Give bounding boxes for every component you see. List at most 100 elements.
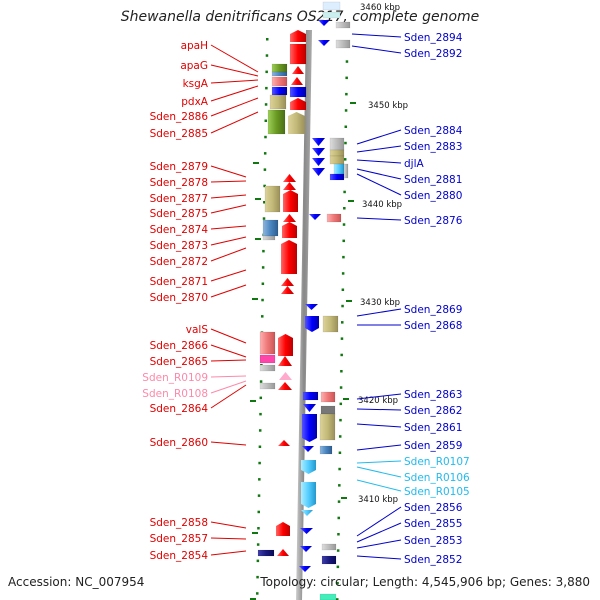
- gene-label-right: Sden_2861: [404, 422, 462, 434]
- scale-tick: [263, 184, 266, 188]
- scale-tick: [339, 418, 342, 422]
- gene-block: [282, 222, 297, 238]
- scale-tick: [342, 239, 345, 243]
- scale-tick: [340, 337, 344, 340]
- gene-label-left: apaH: [181, 40, 208, 52]
- gene-label-left: Sden_2865: [150, 356, 208, 368]
- leader-line: [210, 79, 259, 84]
- gene-block: [271, 63, 288, 73]
- gene-block: [343, 163, 349, 179]
- gene-label-left: Sden_2858: [150, 517, 208, 529]
- gene-block: [271, 71, 288, 77]
- leader-line: [356, 129, 402, 145]
- scale-tick: [258, 461, 261, 465]
- scale-tick: [337, 500, 341, 503]
- scale-label: 3440 kbp: [362, 200, 402, 210]
- scale-tick: [343, 398, 349, 400]
- gene-block: [319, 445, 333, 455]
- scale-tick: [265, 70, 268, 74]
- leader-line: [356, 539, 402, 549]
- gene-block: [318, 20, 330, 26]
- scale-tick: [264, 135, 267, 139]
- gene-block: [329, 173, 345, 181]
- scale-tick: [336, 565, 340, 569]
- gene-block: [299, 566, 311, 572]
- scale-tick: [264, 119, 268, 122]
- scale-tick: [336, 598, 339, 600]
- gene-block: [262, 219, 279, 237]
- scale-label: 3430 kbp: [360, 298, 400, 308]
- gene-block: [264, 185, 281, 213]
- gene-block: [309, 214, 321, 220]
- gene-label-right: Sden_R0107: [404, 456, 470, 468]
- leader-line: [210, 550, 247, 556]
- gene-block: [302, 414, 317, 442]
- leader-line: [356, 555, 402, 560]
- scale-tick: [345, 60, 349, 63]
- scale-tick: [344, 125, 348, 128]
- scale-tick: [339, 386, 343, 389]
- scale-tick: [341, 321, 344, 324]
- leader-line: [356, 168, 402, 180]
- gene-label-left: Sden_2885: [150, 128, 208, 140]
- gene-label-left: valS: [186, 324, 209, 336]
- scale-tick: [265, 54, 269, 57]
- scale-tick: [341, 304, 344, 308]
- gene-block: [283, 182, 296, 190]
- gene-label-right: Sden_2876: [404, 215, 463, 227]
- gene-label-left: Sden_2886: [150, 111, 209, 123]
- gene-label-right: Sden_2853: [404, 535, 462, 547]
- gene-block: [262, 235, 276, 241]
- scale-tick: [259, 380, 263, 383]
- gene-label-left: Sden_2874: [150, 224, 209, 236]
- gene-label-left: Sden_2854: [150, 550, 209, 562]
- leader-line: [210, 225, 247, 230]
- gene-block: [259, 331, 276, 355]
- leader-line: [210, 441, 247, 446]
- gene-block: [318, 40, 330, 46]
- leader-line: [356, 393, 402, 400]
- scale-tick: [342, 255, 345, 259]
- page-title: Shewanella denitrificans OS217, complete…: [120, 9, 480, 25]
- gene-block: [319, 593, 337, 600]
- leader-line: [356, 308, 402, 317]
- scale-tick: [262, 249, 265, 253]
- scale-tick: [258, 478, 261, 481]
- gene-label-left: Sden_R0109: [142, 372, 208, 384]
- scale-tick: [345, 76, 348, 80]
- scale-tick: [265, 86, 268, 90]
- scale-tick: [341, 288, 345, 291]
- scale-tick: [261, 282, 265, 285]
- leader-line: [356, 408, 402, 411]
- scale-tick: [258, 429, 262, 432]
- leader-line: [356, 444, 402, 451]
- gene-label-right: Sden_R0106: [404, 472, 470, 484]
- gene-block: [312, 168, 325, 176]
- leader-line: [210, 194, 247, 199]
- leader-line: [210, 344, 247, 358]
- gene-label-right: Sden_2868: [404, 320, 462, 332]
- gene-block: [312, 148, 325, 156]
- leader-line: [356, 173, 402, 196]
- leader-line: [210, 384, 247, 409]
- topology-label: Topology: circular; Length: 4,545,906 bp…: [260, 575, 590, 589]
- scale-tick: [255, 238, 261, 240]
- leader-line: [356, 506, 402, 537]
- gene-block: [329, 137, 345, 151]
- leader-line: [351, 33, 402, 38]
- leader-line: [210, 165, 247, 178]
- gene-label-left: pdxA: [181, 96, 209, 108]
- accession-label: Accession: NC_007954: [8, 575, 145, 589]
- gene-block: [277, 549, 289, 556]
- gene-block: [302, 391, 319, 401]
- leader-line: [210, 359, 247, 362]
- leader-line: [210, 204, 247, 214]
- gene-label-left: ksgA: [183, 78, 209, 90]
- gene-block: [312, 138, 325, 146]
- gene-block: [259, 382, 276, 390]
- gene-block: [276, 522, 290, 536]
- gene-block: [301, 510, 313, 516]
- scale-tick: [252, 532, 258, 534]
- scale-tick: [339, 402, 343, 406]
- gene-label-left: Sden_2857: [150, 533, 208, 545]
